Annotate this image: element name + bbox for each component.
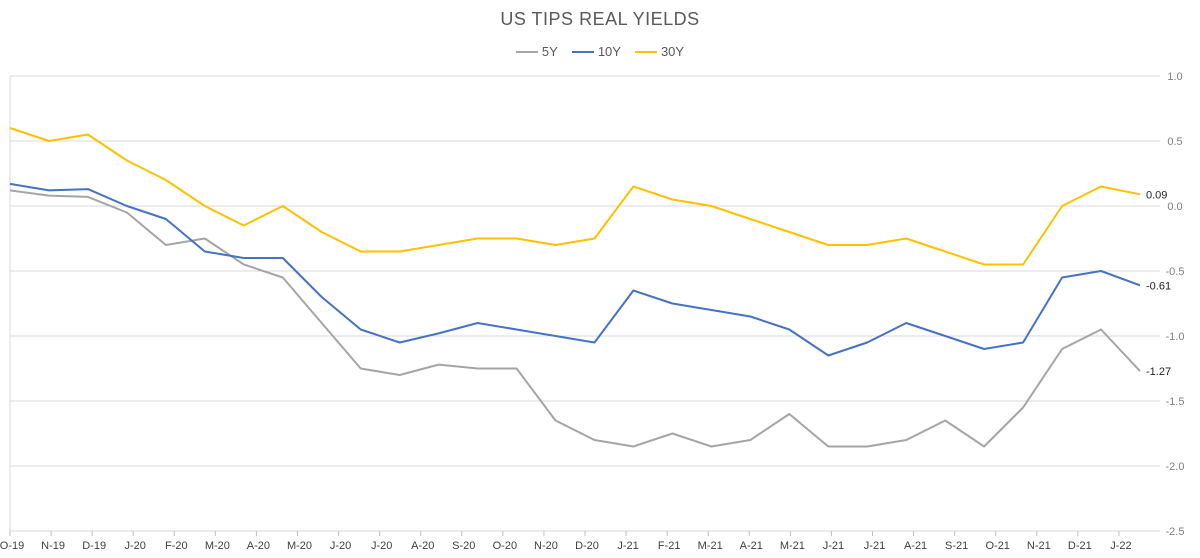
x-tick-label: J-21 [864, 540, 885, 552]
legend: 5Y 10Y 30Y [0, 44, 1200, 59]
chart-title: US TIPS REAL YIELDS [500, 9, 700, 29]
legend-item-5y: 5Y [515, 44, 558, 59]
end-label-10y: -0.61 [1146, 280, 1171, 292]
legend-item-10y: 10Y [571, 44, 621, 59]
x-tick-label: S-20 [452, 540, 475, 552]
x-tick-label: O-20 [493, 540, 517, 552]
x-tick-label: M-21 [780, 540, 805, 552]
legend-label-10y: 10Y [597, 44, 621, 59]
end-label-30y: 0.09 [1146, 189, 1167, 201]
x-tick-label: M-20 [287, 540, 312, 552]
x-tick-label: A-21 [740, 540, 763, 552]
x-tick-label: F-20 [165, 540, 188, 552]
x-tick-label: J-21 [823, 540, 844, 552]
y-tick-label: -2.0 [1166, 461, 1185, 473]
x-tick-label: D-19 [82, 540, 106, 552]
end-label-5y: -1.27 [1146, 366, 1171, 378]
x-tick-label: J-20 [330, 540, 351, 552]
x-tick-label: M-20 [205, 540, 230, 552]
x-tick-label: S-21 [945, 540, 968, 552]
x-tick-label: J-20 [125, 540, 146, 552]
x-tick-label: N-20 [534, 540, 558, 552]
x-tick-label: M-21 [698, 540, 723, 552]
y-tick-label: -2.5 [1166, 526, 1185, 538]
x-tick-label: A-21 [904, 540, 927, 552]
legend-label-5y: 5Y [541, 44, 558, 59]
y-tick-label: -0.5 [1166, 266, 1185, 278]
series-line-30y [9, 127, 1141, 266]
y-tick-label: 1.0 [1167, 71, 1182, 83]
series-line-10y [9, 182, 1141, 357]
legend-label-30y: 30Y [660, 44, 685, 59]
legend-swatch-10y [571, 50, 594, 53]
y-tick-label: -1.0 [1166, 331, 1185, 343]
x-tick-label: O-19 [0, 540, 24, 552]
x-tick-label: J-20 [371, 540, 392, 552]
x-tick-label: J-22 [1110, 540, 1131, 552]
x-tick-label: O-21 [985, 540, 1009, 552]
legend-swatch-5y [515, 50, 538, 53]
x-tick-label: N-19 [41, 540, 65, 552]
x-tick-label: D-21 [1068, 540, 1092, 552]
x-tick-label: N-21 [1027, 540, 1051, 552]
y-tick-label: 0.0 [1167, 201, 1182, 213]
x-tick-label: A-20 [411, 540, 434, 552]
x-tick-label: D-20 [575, 540, 599, 552]
series-line-5y [9, 189, 1141, 448]
x-tick-label: J-21 [617, 540, 638, 552]
x-tick-label: A-20 [247, 540, 270, 552]
y-tick-label: -1.5 [1166, 396, 1185, 408]
x-tick-label: F-21 [658, 540, 681, 552]
y-tick-label: 0.5 [1167, 136, 1182, 148]
legend-item-30y: 30Y [634, 44, 685, 59]
legend-swatch-30y [634, 50, 657, 53]
